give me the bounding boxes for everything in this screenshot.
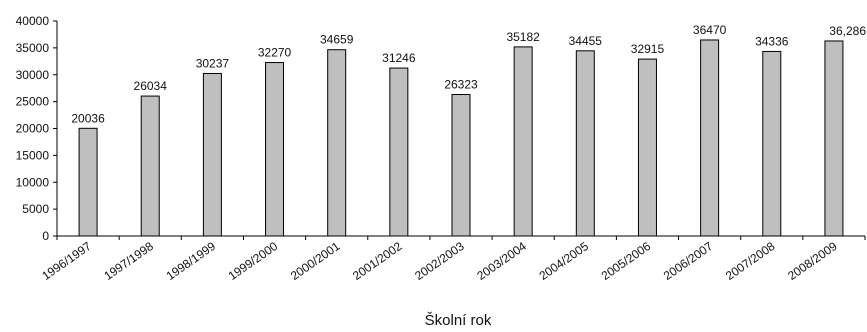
x-tick-label: 2005/2006	[599, 239, 654, 283]
bars	[78, 39, 844, 237]
y-tick-label: 40000	[16, 14, 50, 28]
bar-2006-2007	[700, 39, 720, 237]
value-labels: 20036 26034 30237 32270 34659 31246 26323 35182…	[71, 23, 866, 125]
value-label: 36,286	[829, 24, 866, 38]
x-tick-label: 1998/1999	[164, 239, 219, 283]
x-tick-label: 2001/2002	[350, 239, 405, 283]
y-tick-label: 0	[42, 229, 49, 243]
bar-2002-2003	[451, 94, 471, 237]
x-tick-label: 2006/2007	[661, 239, 716, 283]
y-tick-label: 5000	[22, 202, 49, 216]
y-tick-label: 35000	[16, 41, 50, 55]
value-label: 26034	[134, 79, 168, 93]
x-tick-label: 1996/1997	[39, 239, 94, 283]
bar-2008-2009	[824, 40, 844, 237]
value-label: 34455	[569, 34, 603, 48]
x-tick-label: 2000/2001	[288, 239, 343, 283]
x-axis: 1996/1997 1997/1998 1998/1999 1999/2000 2000…	[39, 235, 866, 283]
value-label: 32915	[631, 42, 665, 56]
y-tick-label: 30000	[16, 68, 50, 82]
value-label: 36470	[693, 23, 727, 37]
bar-1998-1999	[202, 72, 222, 237]
y-tick-label: 20000	[16, 122, 50, 136]
x-tick-label: 2004/2005	[537, 239, 592, 283]
y-axis: 0 5000 10000 15000 20000 25000 30000 35000 40000	[16, 14, 58, 243]
x-tick-label: 2002/2003	[412, 239, 467, 283]
bar-1996-1997	[78, 127, 98, 237]
y-tick-label: 25000	[16, 95, 50, 109]
bar-1997-1998	[140, 95, 160, 237]
x-tick-label: 2008/2009	[785, 239, 840, 283]
bar-2001-2002	[389, 67, 409, 237]
value-label: 30237	[196, 56, 230, 70]
x-tick-label: 1997/1998	[101, 239, 156, 283]
bar-2005-2006	[637, 58, 657, 237]
bar-2007-2008	[762, 50, 782, 237]
y-tick-label: 10000	[16, 175, 50, 189]
x-tick-label: 2007/2008	[723, 239, 778, 283]
x-tick-label: 2003/2004	[474, 239, 529, 283]
y-tick-label: 15000	[16, 148, 50, 162]
x-axis-title: Školní rok	[425, 312, 492, 329]
value-label: 31246	[382, 51, 416, 65]
bar-2004-2005	[575, 50, 595, 237]
value-label: 32270	[258, 46, 292, 60]
bar-1999-2000	[265, 62, 285, 237]
bar-2003-2004	[513, 46, 533, 237]
value-label: 35182	[506, 30, 540, 44]
value-label: 34659	[320, 33, 354, 47]
bar-2000-2001	[327, 49, 347, 237]
value-label: 26323	[444, 78, 478, 92]
x-tick-label: 1999/2000	[226, 239, 281, 283]
value-label: 20036	[71, 111, 105, 125]
value-label: 34336	[755, 34, 789, 48]
